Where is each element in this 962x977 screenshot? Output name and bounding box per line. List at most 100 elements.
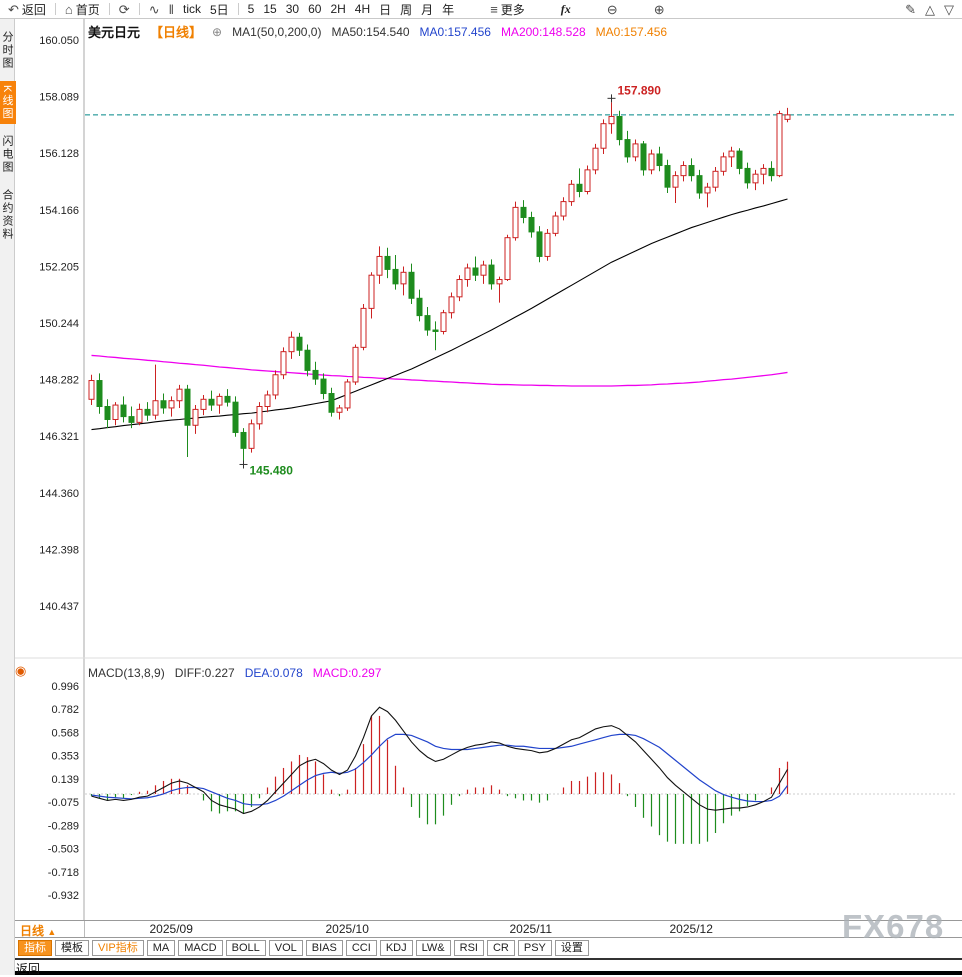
toolbar-label: 日: [379, 2, 392, 17]
macd-y-axis-label: -0.289: [48, 820, 79, 832]
ma-value: MA50:154.540: [331, 24, 410, 39]
period-day-button[interactable]: 日: [379, 1, 391, 18]
period-month-button[interactable]: 月: [421, 1, 433, 18]
more-button[interactable]: ≡ 更多: [490, 1, 525, 18]
indicator-tab-cr[interactable]: CR: [486, 940, 515, 956]
back-icon: ↶: [8, 1, 19, 17]
indicator-tab-bias[interactable]: BIAS: [305, 940, 343, 956]
volume-chart-button[interactable]: ‖: [169, 3, 174, 16]
period-week-button[interactable]: 周: [400, 1, 412, 18]
indicator-tab-zhibiao[interactable]: 指标: [18, 940, 52, 956]
indicator-settings-icon[interactable]: ◉: [15, 663, 27, 678]
period-5-button[interactable]: 5: [248, 2, 255, 16]
indicator-tab-macd[interactable]: MACD: [178, 940, 223, 956]
draw-pencil-icon: ✎: [905, 1, 916, 17]
back-button[interactable]: ↶ 返回: [8, 1, 46, 18]
indicator-tab-moban[interactable]: 模板: [55, 940, 89, 956]
zoom-out-icon: ⊖: [606, 1, 618, 17]
indicator-tab-ma[interactable]: MA: [146, 940, 176, 956]
macd-histogram: [90, 715, 789, 844]
more-icon: ≡: [490, 1, 498, 17]
y-axis-label: 156.128: [39, 148, 79, 160]
bottom-strip: 返回: [0, 958, 962, 976]
triangle-up-icon: ▲: [47, 927, 57, 937]
volume-chart-icon: ‖: [168, 1, 174, 17]
timeframe-label: 日线: [20, 924, 45, 938]
sidebar-item-lightning[interactable]: 闪电图: [1, 135, 13, 175]
y-axis-label: 146.321: [39, 431, 79, 443]
indicator-tab-vol[interactable]: VOL: [268, 940, 303, 956]
toolbar-label: 4H: [354, 2, 371, 16]
period-tag: 【日线】: [150, 25, 203, 40]
ma200-line: [91, 354, 788, 387]
indicator-tab-psy[interactable]: PSY: [517, 940, 552, 956]
add-symbol-icon[interactable]: ⊕: [212, 24, 223, 39]
period-5d-button[interactable]: 5日: [210, 1, 229, 18]
triangle-up-icon: △: [925, 1, 935, 17]
indicator-tab-rsi[interactable]: RSI: [453, 940, 484, 956]
x-axis-label: 2025/10: [325, 922, 369, 936]
triangle-up-button[interactable]: △: [925, 3, 935, 16]
y-axis-label: 150.244: [39, 318, 79, 330]
sidebar-item-contract[interactable]: 合约资料: [1, 189, 13, 242]
indicator-tab-shezhi[interactable]: 设置: [554, 940, 589, 956]
ma-settings-label: MA1(50,0,200,0): [232, 24, 322, 39]
toolbar-label: 2H: [330, 2, 346, 16]
indicator-tab-cci[interactable]: CCI: [345, 940, 377, 956]
bottom-back-button[interactable]: 返回: [16, 962, 41, 976]
macd-header: MACD(13,8,9) DIFF:0.227 DEA:0.078 MACD:0.2…: [88, 666, 381, 680]
sidebar-item-kline[interactable]: K线图: [0, 81, 16, 125]
toolbar-separator: [237, 3, 239, 15]
sidebar-item-fenshi[interactable]: 分时图: [1, 31, 13, 70]
period-4h-button[interactable]: 4H: [355, 2, 370, 16]
dea-line: [91, 733, 788, 806]
toolbar-label: 15: [263, 2, 277, 16]
triangle-down-icon: ▽: [944, 1, 954, 17]
macd-y-axis-label: 0.353: [51, 751, 79, 763]
toolbar-label: 5: [247, 2, 255, 16]
zoom-in-button[interactable]: ⊕: [654, 3, 665, 16]
indicator-tab-kdj[interactable]: KDJ: [379, 940, 413, 956]
y-axis-label: 154.166: [39, 205, 79, 217]
y-axis-label: 148.282: [39, 375, 79, 387]
period-2h-button[interactable]: 2H: [330, 2, 345, 16]
macd-value: DEA:0.078: [244, 666, 303, 680]
period-15-button[interactable]: 15: [263, 2, 276, 16]
fx-functions-button[interactable]: fx: [561, 2, 571, 17]
macd-values: DIFF:0.227 DEA:0.078 MACD:0.297: [175, 666, 382, 680]
zoom-out-button[interactable]: ⊖: [607, 3, 618, 16]
toolbar-label: tick: [182, 2, 201, 16]
ma-value: MA0:157.456: [595, 24, 668, 39]
period-30-button[interactable]: 30: [286, 2, 299, 16]
toolbar-label: 30: [285, 2, 300, 16]
indicator-tab-boll[interactable]: BOLL: [225, 940, 266, 956]
watermark: FX678: [842, 908, 945, 945]
period-year-button[interactable]: 年: [442, 1, 454, 18]
home-button[interactable]: ⌂ 首页: [65, 1, 100, 18]
triangle-down-button[interactable]: ▽: [944, 3, 954, 16]
period-60-button[interactable]: 60: [308, 2, 321, 16]
toolbar-label: fx: [560, 1, 571, 16]
y-axis-label: 142.398: [39, 544, 79, 556]
line-chart-button[interactable]: ∿: [149, 3, 160, 16]
sidebar: 分时图 K线图闪电图合约资料: [0, 19, 16, 975]
indicator-bar: 指标 模板 VIP指标 MA MACD BOLL VOL BIAS CCI KDJ LW& RSI CR…: [0, 939, 962, 957]
ma50-line: [91, 198, 788, 431]
toolbar-label: 年: [442, 2, 455, 17]
timeframe-selector[interactable]: 日线 ▲: [20, 922, 56, 939]
macd-settings-label: MACD(13,8,9): [88, 666, 165, 680]
macd-y-axis-label: -0.503: [48, 843, 79, 855]
draw-pencil-button[interactable]: ✎: [905, 3, 916, 16]
tick-button[interactable]: tick: [183, 2, 201, 16]
y-axis-label: 160.050: [39, 35, 79, 47]
ma-value: MA200:148.528: [500, 24, 586, 39]
high-price-annotation: 157.890: [618, 83, 662, 97]
indicator-tab-vip[interactable]: VIP指标: [92, 940, 144, 956]
refresh-button[interactable]: ⟳: [119, 3, 130, 16]
macd-y-axis-label: -0.718: [48, 867, 79, 879]
x-axis-label: 2025/11: [509, 922, 553, 936]
toolbar-separator: [138, 3, 140, 15]
line-chart-icon: ∿: [148, 1, 160, 17]
indicator-tab-lwr[interactable]: LW&: [415, 940, 451, 956]
